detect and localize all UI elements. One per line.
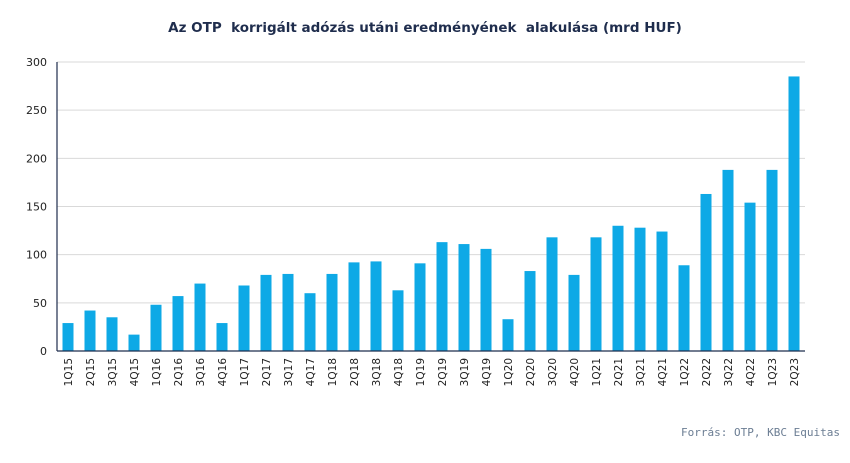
bar <box>414 263 426 351</box>
x-tick-label: 3Q20 <box>547 358 559 386</box>
x-tick-label: 3Q22 <box>723 358 735 386</box>
bar <box>216 323 228 351</box>
bar <box>436 242 448 351</box>
x-tick-label: 4Q22 <box>745 358 757 386</box>
x-tick-label: 2Q20 <box>525 358 537 386</box>
bar <box>546 237 558 351</box>
bar <box>590 237 602 351</box>
axes <box>56 62 805 352</box>
y-tick-label: 100 <box>26 249 47 262</box>
x-tick-label: 4Q20 <box>569 358 581 386</box>
bar <box>282 273 294 351</box>
x-tick-label: 1Q20 <box>503 358 515 386</box>
x-tick-label: 2Q23 <box>789 358 801 386</box>
x-tick-label: 3Q15 <box>107 358 119 386</box>
x-tick-label: 1Q21 <box>591 358 603 386</box>
bar <box>502 319 514 351</box>
bar <box>634 227 646 351</box>
x-tick-label: 1Q18 <box>327 358 339 386</box>
gridlines <box>57 61 805 304</box>
bar <box>612 225 624 351</box>
bar <box>194 283 206 351</box>
bar <box>348 262 360 351</box>
bar <box>678 265 690 351</box>
source-note: Forrás: OTP, KBC Equitas <box>681 426 840 439</box>
x-tick-label: 3Q18 <box>371 358 383 386</box>
x-tick-label: 1Q23 <box>767 358 779 386</box>
x-tick-label: 1Q17 <box>239 358 251 386</box>
bar <box>744 202 756 351</box>
bar <box>260 274 272 351</box>
x-tick-label: 2Q16 <box>173 358 185 387</box>
bar <box>150 304 162 351</box>
bar <box>568 274 580 351</box>
y-tick-label: 150 <box>26 201 47 214</box>
x-tick-label: 1Q15 <box>63 358 75 386</box>
bar <box>722 169 734 351</box>
bar <box>370 261 382 351</box>
x-tick-label: 2Q18 <box>349 358 361 386</box>
bar <box>766 169 778 351</box>
bar <box>62 323 74 351</box>
y-tick-label: 0 <box>40 345 47 358</box>
y-tick-label: 200 <box>26 152 47 165</box>
y-tick-label: 50 <box>33 297 47 310</box>
x-tick-label: 4Q21 <box>657 358 669 386</box>
bar <box>238 285 250 351</box>
bar <box>128 334 140 351</box>
x-tick-label: 2Q15 <box>85 358 97 386</box>
x-tick-label: 4Q19 <box>481 358 493 386</box>
x-axis-ticks: 1Q15 2Q15 3Q15 4Q15 1Q16 2Q16 3Q16 4Q16 1Q17 2Q17… <box>63 358 801 387</box>
y-tick-label: 250 <box>26 104 47 117</box>
x-tick-label: 3Q17 <box>283 358 295 386</box>
x-tick-label: 3Q19 <box>459 358 471 386</box>
x-tick-label: 4Q15 <box>129 358 141 386</box>
bar <box>392 290 404 351</box>
bar <box>656 231 668 351</box>
bar <box>524 271 536 351</box>
bar <box>172 296 184 351</box>
x-tick-label: 3Q21 <box>635 358 647 386</box>
x-tick-label: 4Q16 <box>217 358 229 387</box>
x-tick-label: 4Q17 <box>305 358 317 386</box>
x-tick-label: 2Q19 <box>437 358 449 386</box>
y-tick-label: 300 <box>26 56 47 69</box>
x-tick-label: 4Q18 <box>393 358 405 386</box>
bar <box>84 310 96 351</box>
bar <box>458 244 470 351</box>
x-tick-label: 1Q22 <box>679 358 691 386</box>
x-tick-label: 3Q16 <box>195 358 207 387</box>
bar <box>480 248 492 351</box>
bar <box>700 193 712 351</box>
chart-title: Az OTP korrigált adózás utáni eredményén… <box>168 20 682 36</box>
bar <box>326 273 338 351</box>
bar <box>304 293 316 351</box>
x-tick-label: 2Q21 <box>613 358 625 386</box>
x-tick-label: 2Q22 <box>701 358 713 386</box>
x-tick-label: 1Q19 <box>415 358 427 386</box>
y-axis-ticks: 0 50 100 150 200 250 300 <box>26 56 47 358</box>
bar <box>788 76 800 351</box>
x-tick-label: 1Q16 <box>151 358 163 387</box>
bars <box>62 76 800 351</box>
x-tick-label: 2Q17 <box>261 358 273 386</box>
bar <box>106 317 118 351</box>
